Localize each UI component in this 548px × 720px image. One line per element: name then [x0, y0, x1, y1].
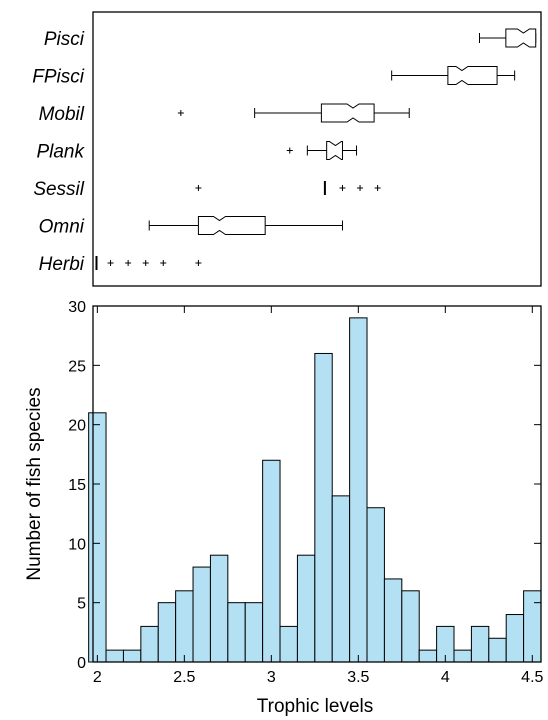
histogram-bar	[192, 566, 211, 663]
outlier-point	[107, 260, 114, 266]
histogram-bar	[366, 507, 385, 663]
outlier-point	[195, 260, 202, 266]
x-tick-label: 4	[441, 669, 450, 686]
box-row-pisci: Pisci	[44, 28, 537, 50]
histogram-bar	[488, 637, 507, 663]
box-row-sessil: Sessil	[33, 179, 381, 200]
y-tick-label: 0	[77, 655, 86, 672]
box-row-herbi: Herbi	[39, 254, 202, 275]
outlier-point	[142, 260, 149, 266]
category-label: FPisci	[32, 67, 85, 88]
box-row-mobil: Mobil	[39, 103, 410, 125]
notched-box	[197, 216, 266, 235]
x-tick-label: 2	[93, 669, 102, 686]
box-row-plank: Plank	[36, 141, 358, 163]
y-tick-label: 5	[77, 596, 86, 613]
histogram-bar	[470, 625, 490, 663]
histogram-bar	[122, 649, 142, 663]
outlier-point	[195, 185, 202, 191]
x-tick-label: 3	[267, 669, 276, 686]
category-label: Omni	[39, 217, 85, 238]
y-tick-label: 25	[68, 358, 86, 375]
outlier-point	[374, 185, 381, 191]
outlier-point	[286, 147, 293, 154]
histogram-bar	[383, 578, 403, 663]
boxplot-panel: Pisci FPisci Mobil Plank Sessil Omni Herbi	[32, 11, 542, 287]
category-label: Herbi	[39, 254, 85, 275]
histogram-bar	[175, 590, 194, 663]
histogram-bar	[523, 590, 542, 663]
histogram-bar	[227, 602, 246, 663]
histogram-bar	[105, 649, 124, 663]
y-tick-label: 10	[68, 536, 86, 553]
histogram-bar	[349, 317, 368, 663]
histogram-bar	[453, 649, 472, 663]
boxplot-frame	[92, 11, 542, 287]
histogram-bar	[418, 649, 438, 663]
histogram-bar	[140, 625, 159, 663]
histogram-bar	[401, 590, 420, 663]
histogram-bar	[209, 554, 229, 663]
outlier-point	[125, 260, 132, 266]
outlier-point	[160, 260, 167, 266]
x-tick-label: 2.5	[173, 669, 195, 686]
y-tick-label: 30	[68, 299, 86, 316]
notched-box	[320, 103, 375, 123]
y-tick-label: 20	[68, 418, 86, 435]
histogram-bar	[262, 459, 281, 663]
histogram-bar	[88, 412, 107, 663]
histogram-bar	[314, 352, 333, 663]
x-tick-label: 3.5	[347, 669, 369, 686]
outlier-point	[177, 110, 184, 116]
notched-box	[505, 28, 537, 48]
histogram-bar	[157, 602, 177, 663]
outlier-point	[339, 185, 346, 191]
histogram-bar	[505, 614, 525, 663]
notched-box	[447, 66, 498, 85]
histogram-bar	[279, 625, 298, 663]
box-row-fpisci: FPisci	[32, 66, 516, 88]
category-label: Mobil	[39, 104, 85, 125]
box-row-omni: Omni	[39, 216, 343, 238]
outlier-point	[357, 185, 364, 191]
histogram-bar	[296, 554, 316, 663]
x-tick-label: 4.5	[521, 669, 543, 686]
notched-box	[326, 141, 343, 160]
histogram-bar	[331, 495, 351, 663]
y-axis-label: Number of fish species	[24, 387, 45, 580]
category-label: Pisci	[44, 29, 85, 50]
category-label: Sessil	[33, 179, 84, 200]
histogram-bar	[244, 602, 264, 663]
x-axis-label: Trophic levels	[257, 696, 374, 717]
y-tick-label: 15	[68, 477, 86, 494]
category-label: Plank	[36, 142, 85, 163]
